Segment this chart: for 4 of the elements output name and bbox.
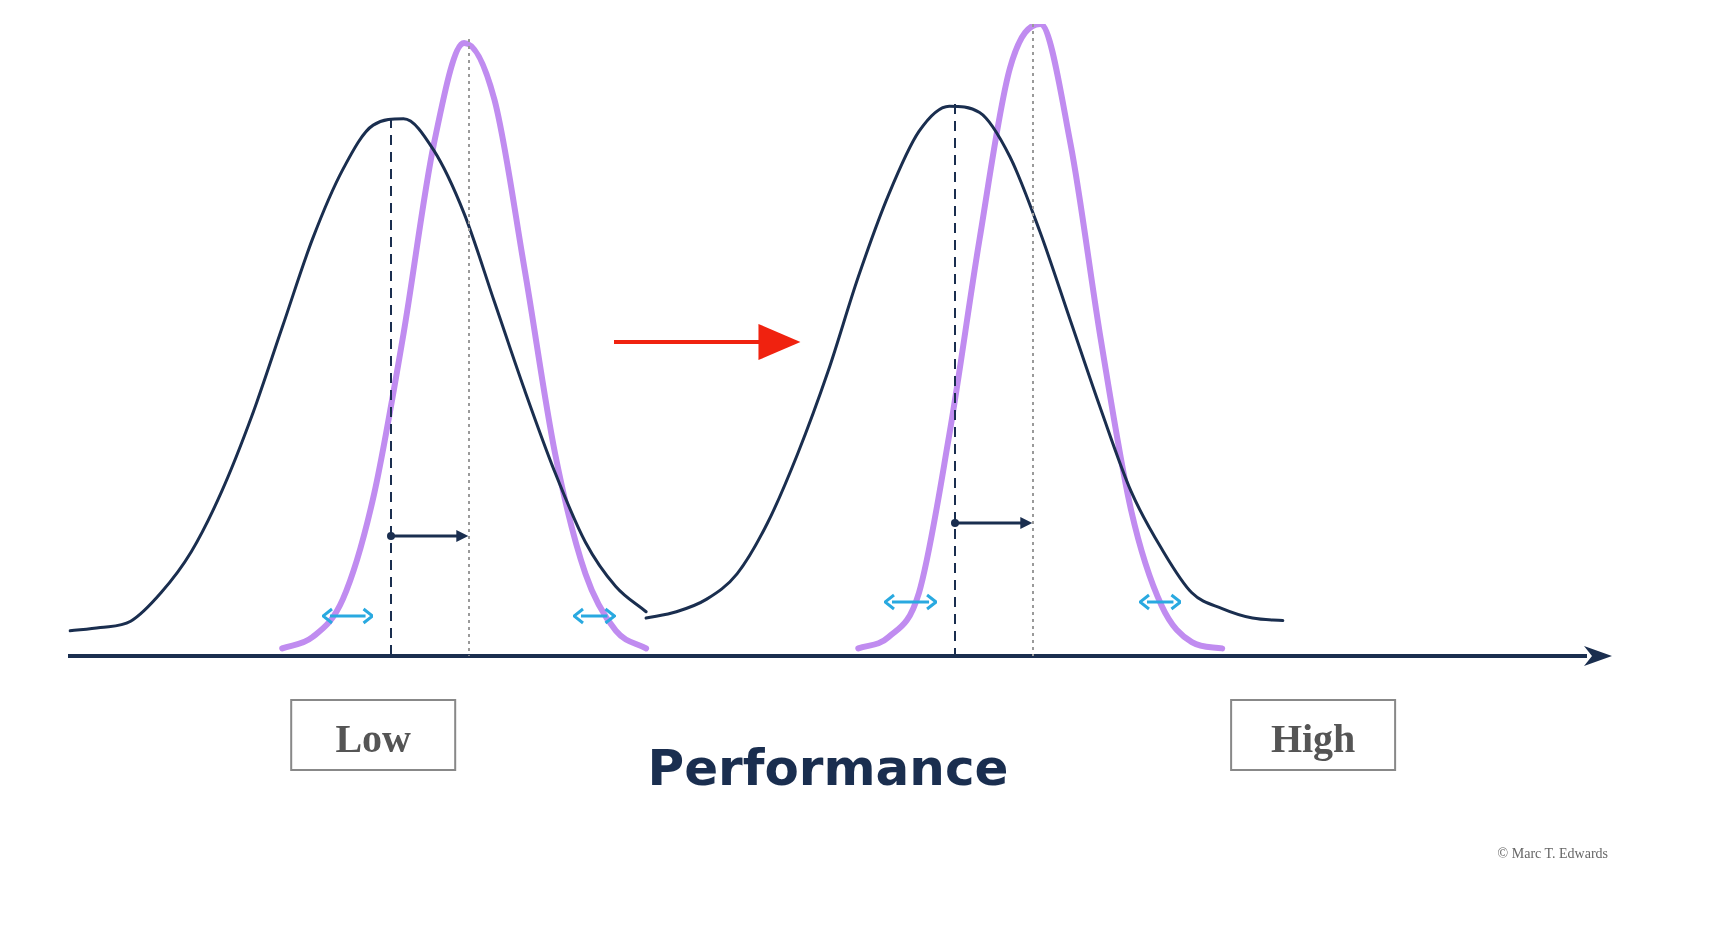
text: © Marc T. Edwards	[1497, 846, 1608, 862]
x-tick-label: High	[1270, 716, 1356, 762]
x-tick-label: Low	[335, 716, 412, 762]
x-axis-title: Performance	[647, 738, 1009, 797]
